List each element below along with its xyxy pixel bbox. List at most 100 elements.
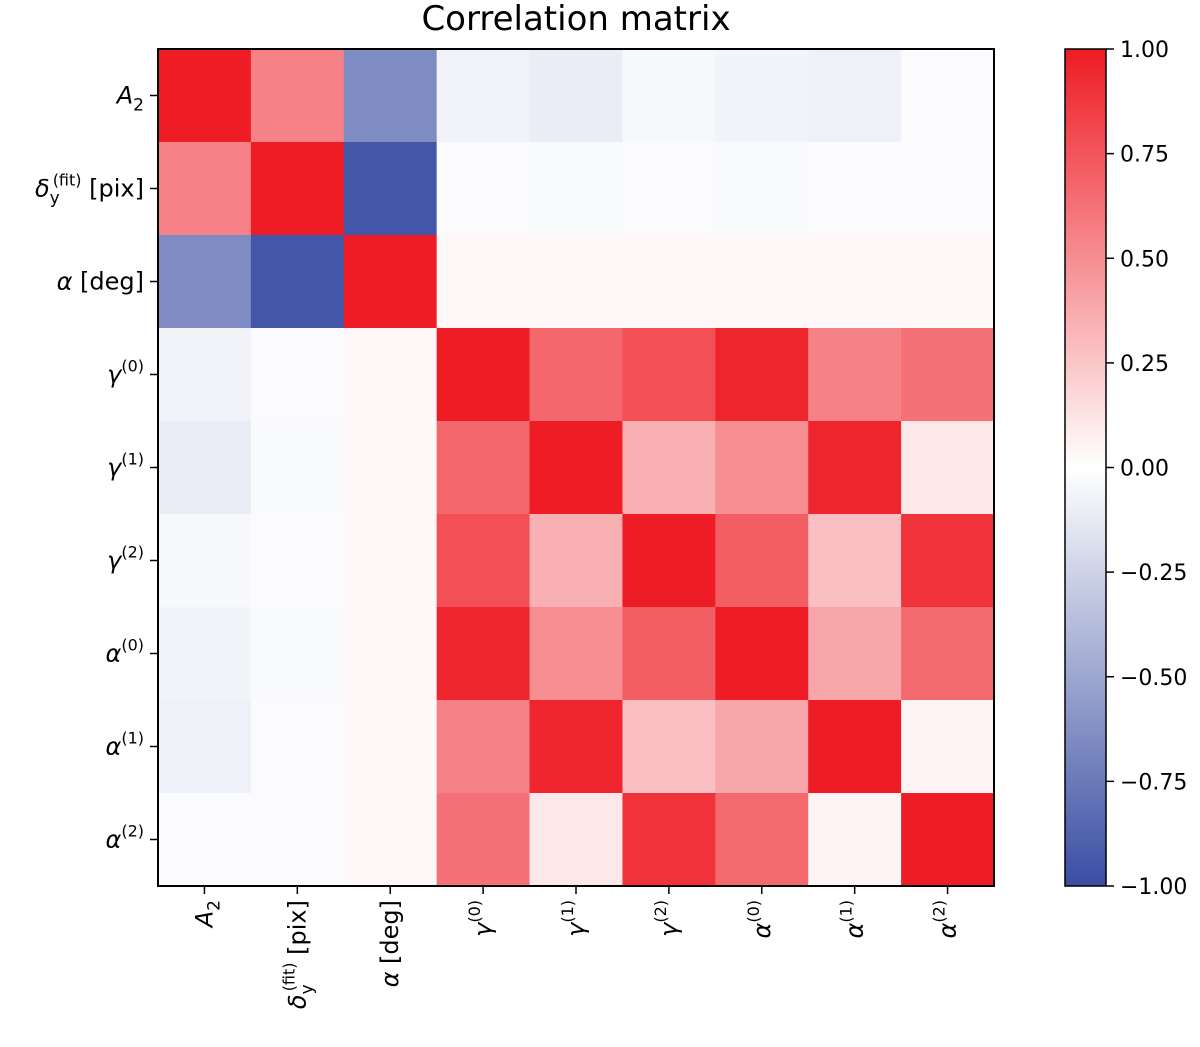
heatmap-cell	[158, 793, 252, 887]
heatmap-cell	[622, 421, 716, 515]
heatmap-cell	[250, 142, 345, 236]
heatmap-cell	[622, 793, 716, 887]
y-tick-label: α(2)	[106, 822, 145, 854]
heatmap-cell	[158, 421, 252, 515]
heatmap-cell	[343, 235, 438, 329]
heatmap-cell	[158, 142, 252, 236]
colorbar-tick-label: −0.75	[1120, 770, 1187, 795]
heatmap-cell	[436, 700, 531, 794]
heatmap-cell	[250, 235, 345, 329]
x-axis-ticks: A2 δy(fit) [pix] α [deg] γ(0) γ(1) γ(2) α(0) α(…	[190, 886, 962, 1009]
x-tick-label: γ(0)	[465, 900, 497, 937]
heatmap-cell	[715, 421, 809, 515]
heatmap-cell	[158, 607, 252, 701]
heatmap-cell	[529, 607, 624, 701]
heatmap-cell	[901, 235, 995, 329]
heatmap-cell	[343, 328, 438, 422]
x-tick-label: α(1)	[837, 900, 869, 939]
heatmap-cell	[808, 607, 902, 701]
heatmap-cell	[622, 142, 716, 236]
heatmap-cell	[529, 235, 624, 329]
heatmap-cell	[715, 142, 809, 236]
heatmap-cell	[808, 49, 902, 143]
x-tick-label: α [deg]	[376, 900, 404, 987]
heatmap-cell	[808, 793, 902, 887]
heatmap-cell	[808, 700, 902, 794]
heatmap-cell	[250, 421, 345, 515]
x-tick-label: γ(2)	[651, 900, 683, 937]
heatmap-cell	[808, 235, 902, 329]
heatmap-cell	[250, 793, 345, 887]
heatmap-cell	[343, 49, 438, 143]
heatmap-cell	[715, 49, 809, 143]
heatmap-cell	[436, 142, 531, 236]
heatmap-cell	[343, 142, 438, 236]
y-tick-label: γ(2)	[107, 543, 144, 575]
heatmap-cell	[250, 514, 345, 608]
heatmap-cells	[158, 49, 995, 887]
y-tick-label: α(1)	[106, 729, 145, 761]
heatmap-cell	[808, 142, 902, 236]
y-axis-ticks: A2 δy(fit) [pix] α [deg] γ(0) γ(1) γ(2) α(0) α(…	[35, 82, 158, 854]
y-tick-label: γ(1)	[107, 450, 144, 482]
heatmap-cell	[529, 514, 624, 608]
heatmap-cell	[715, 700, 809, 794]
heatmap-cell	[901, 607, 995, 701]
x-tick-label: A2	[190, 900, 224, 929]
heatmap-cell	[622, 235, 716, 329]
heatmap-cell	[715, 235, 809, 329]
heatmap-cell	[529, 328, 624, 422]
heatmap-cell	[901, 421, 995, 515]
heatmap-cell	[436, 793, 531, 887]
y-tick-label: α [deg]	[57, 268, 144, 296]
heatmap-cell	[622, 700, 716, 794]
heatmap-cell	[436, 421, 531, 515]
heatmap-cell	[250, 328, 345, 422]
heatmap-cell	[622, 514, 716, 608]
heatmap-cell	[158, 700, 252, 794]
heatmap-cell	[808, 421, 902, 515]
heatmap-cell	[622, 328, 716, 422]
heatmap-cell	[436, 49, 531, 143]
x-tick-label: α(2)	[930, 900, 962, 939]
heatmap-cell	[158, 235, 252, 329]
heatmap-cell	[158, 514, 252, 608]
heatmap-cell	[901, 793, 995, 887]
y-tick-label: A2	[115, 82, 144, 116]
heatmap-cell	[250, 700, 345, 794]
y-tick-label: δy(fit) [pix]	[35, 171, 144, 209]
colorbar-tick-label: 0.25	[1120, 352, 1169, 377]
heatmap-cell	[343, 514, 438, 608]
heatmap-cell	[343, 700, 438, 794]
heatmap-cell	[158, 49, 252, 143]
heatmap-cell	[250, 607, 345, 701]
heatmap-cell	[901, 328, 995, 422]
heatmap-cell	[436, 607, 531, 701]
heatmap-cell	[715, 607, 809, 701]
heatmap-cell	[715, 514, 809, 608]
colorbar-tick-label: 0.00	[1120, 457, 1169, 482]
heatmap-cell	[715, 793, 809, 887]
heatmap-cell	[622, 607, 716, 701]
colorbar-ticks: 1.00 0.75 0.50 0.25 0.00 −0.25 −0.50 −0.75 −1.00	[1106, 38, 1187, 900]
y-tick-label: α(0)	[106, 636, 145, 668]
heatmap-cell	[622, 49, 716, 143]
heatmap-cell	[529, 421, 624, 515]
heatmap-cell	[343, 793, 438, 887]
heatmap-cell	[901, 49, 995, 143]
heatmap-cell	[529, 142, 624, 236]
heatmap-cell	[436, 328, 531, 422]
heatmap-cell	[529, 49, 624, 143]
y-tick-label: γ(0)	[107, 357, 144, 389]
heatmap-cell	[901, 514, 995, 608]
heatmap-cell	[158, 328, 252, 422]
heatmap-cell	[529, 793, 624, 887]
heatmap-cell	[250, 49, 345, 143]
heatmap-cell	[901, 142, 995, 236]
x-tick-label: γ(1)	[558, 900, 590, 937]
heatmap-cell	[529, 700, 624, 794]
x-tick-label: α(0)	[744, 900, 776, 939]
colorbar-tick-label: 1.00	[1120, 38, 1169, 63]
colorbar-tick-label: −0.25	[1120, 561, 1187, 586]
